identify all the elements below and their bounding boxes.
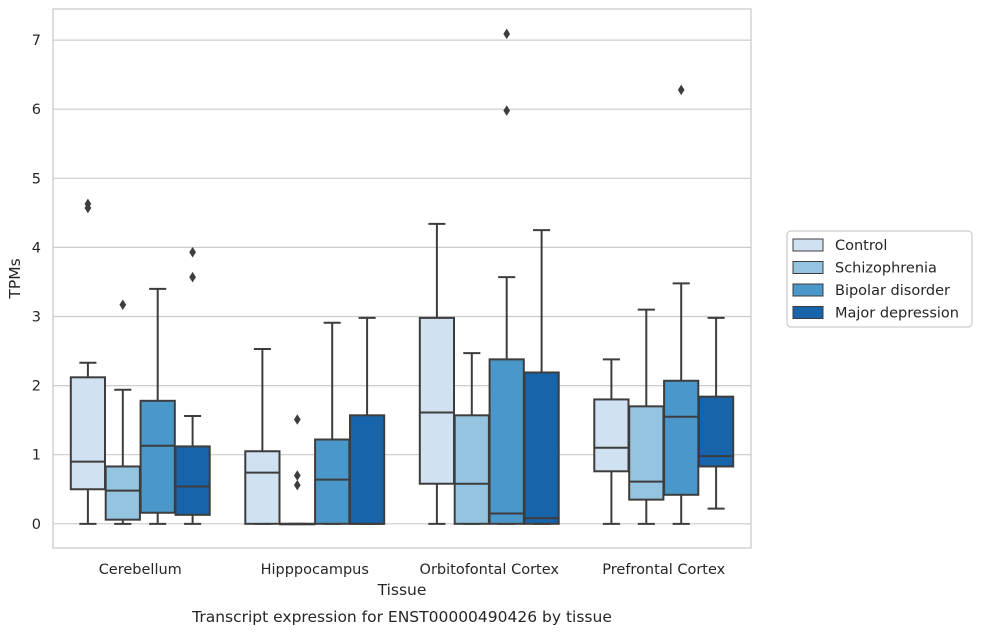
y-tick-label: 4 bbox=[32, 240, 41, 256]
box-body bbox=[174, 445, 211, 516]
box-body bbox=[139, 399, 176, 514]
box-body bbox=[69, 376, 107, 491]
outlier-point bbox=[293, 479, 301, 491]
box-body bbox=[523, 371, 560, 525]
outlier-point bbox=[677, 84, 685, 96]
box-2-3 bbox=[663, 84, 700, 525]
box-body bbox=[104, 465, 141, 521]
box-body bbox=[488, 358, 525, 525]
box-body bbox=[593, 398, 630, 473]
box-0-0 bbox=[69, 198, 107, 525]
x-tick-label: Cerebellum bbox=[99, 562, 182, 578]
legend-swatch bbox=[792, 306, 824, 319]
box-0-1 bbox=[244, 347, 281, 525]
box-body bbox=[418, 316, 456, 485]
figure-caption: Transcript expression for ENST0000049042… bbox=[191, 608, 612, 626]
box-1-2 bbox=[453, 352, 490, 525]
box-3-2 bbox=[523, 229, 560, 525]
legend-frame bbox=[786, 230, 973, 328]
box-1-3 bbox=[628, 308, 665, 525]
outlier-point bbox=[119, 299, 127, 311]
y-tick-labels: 0 1 2 3 4 5 6 7 bbox=[32, 33, 41, 533]
x-tick-labels: Cerebellum Hipppocampus Orbitofontal Corte… bbox=[99, 562, 726, 578]
box-body bbox=[314, 438, 351, 525]
box-series bbox=[69, 28, 735, 526]
outlier-point bbox=[84, 202, 92, 214]
box-0-2 bbox=[418, 222, 456, 525]
legend-swatch bbox=[792, 261, 824, 274]
box-3-1 bbox=[348, 316, 386, 525]
box-body bbox=[697, 395, 735, 468]
plot-frame bbox=[52, 8, 752, 549]
box-2-0 bbox=[139, 287, 176, 525]
legend-label: Major depression bbox=[835, 306, 959, 322]
box-body bbox=[348, 414, 386, 525]
box-3-0 bbox=[174, 246, 211, 525]
y-tick-label: 5 bbox=[32, 171, 41, 187]
outlier-point bbox=[293, 470, 301, 481]
legend-swatch bbox=[792, 283, 824, 297]
legend-label: Control bbox=[835, 238, 887, 254]
y-tick-label: 6 bbox=[32, 102, 41, 118]
outlier-point bbox=[503, 28, 511, 40]
outlier-point bbox=[503, 105, 511, 116]
legend-label: Bipolar disorder bbox=[835, 283, 950, 299]
x-tick-label: Prefrontal Cortex bbox=[602, 562, 725, 578]
y-axis-label: TPMs bbox=[6, 258, 24, 299]
y-tick-label: 3 bbox=[32, 310, 41, 326]
outlier-point bbox=[189, 246, 196, 258]
legend: Control Schizophrenia Bipolar disorder Majo… bbox=[786, 230, 973, 328]
box-body bbox=[244, 450, 281, 525]
y-tick-label: 1 bbox=[32, 448, 41, 464]
y-tick-label: 0 bbox=[32, 517, 41, 533]
box-body bbox=[453, 414, 490, 525]
box-body bbox=[663, 379, 700, 496]
x-tick-label: Orbitofontal Cortex bbox=[420, 562, 560, 578]
legend-label: Schizophrenia bbox=[835, 261, 937, 277]
x-axis-label: Tissue bbox=[377, 581, 427, 599]
box-body bbox=[628, 405, 665, 501]
y-tick-label: 2 bbox=[32, 379, 41, 395]
outlier-point bbox=[189, 271, 196, 283]
box-1-1 bbox=[279, 414, 316, 526]
box-2-1 bbox=[314, 321, 351, 525]
box-2-2 bbox=[488, 28, 525, 525]
x-tick-label: Hipppocampus bbox=[261, 562, 369, 578]
box-1-0 bbox=[104, 299, 141, 525]
box-3-3 bbox=[697, 316, 735, 510]
box-0-3 bbox=[593, 358, 630, 525]
legend-swatch bbox=[792, 238, 824, 252]
y-tick-label: 7 bbox=[32, 33, 41, 49]
outlier-point bbox=[293, 414, 301, 425]
